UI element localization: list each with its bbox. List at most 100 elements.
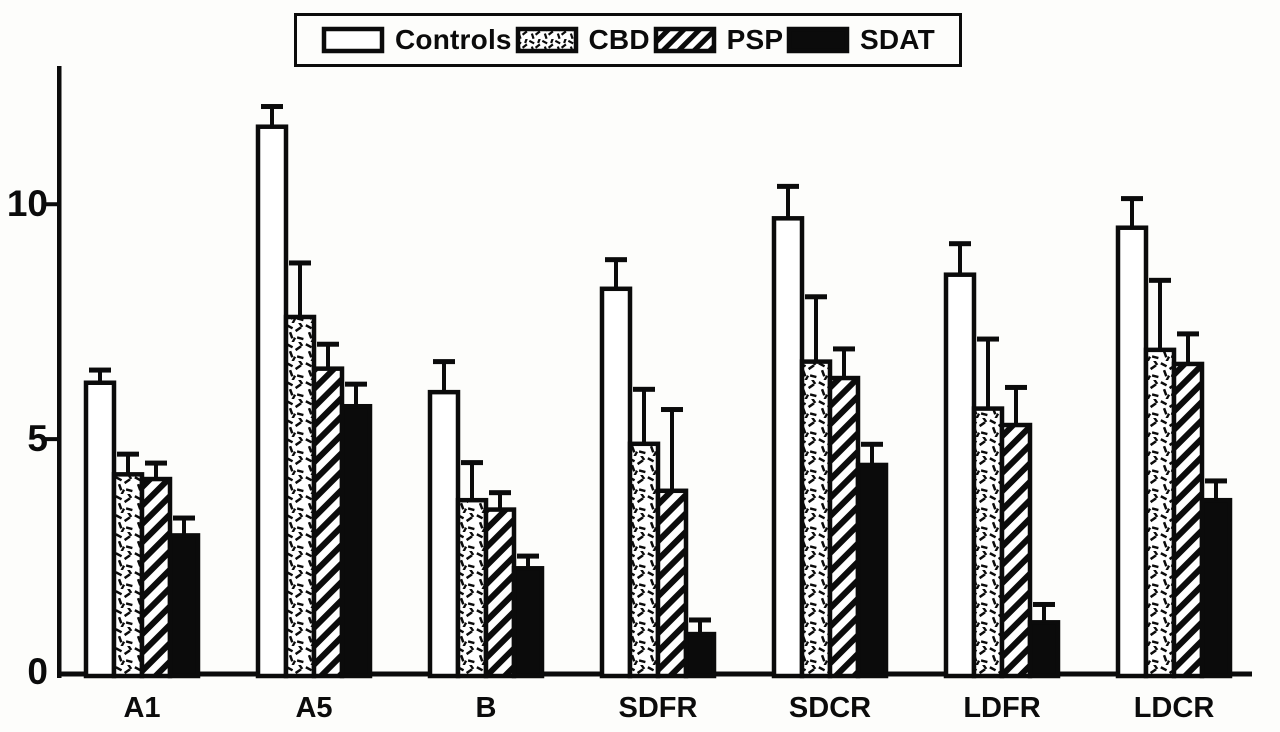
legend-item-psp: PSP — [653, 24, 784, 56]
bar-LDCR-CBD-pattern — [1146, 349, 1174, 676]
controls-swatch-icon — [321, 26, 385, 54]
y-tick-label: 10 — [7, 183, 48, 224]
legend-item-sdat: SDAT — [786, 24, 935, 56]
bar-LDCR-CBD-error-cap — [1149, 277, 1171, 283]
bar-SDFR-CBD-error-line — [642, 389, 646, 444]
bar-A5-Controls-error-cap — [261, 104, 283, 110]
bar-B-SDAT-error-cap — [517, 553, 539, 559]
bar-A5-SDAT-error-line — [354, 384, 358, 407]
bar-LDFR-PSP-error-line — [1014, 387, 1018, 426]
bar-SDCR-CBD-error-line — [814, 296, 818, 362]
bar-LDFR-SDAT-error-cap — [1033, 601, 1055, 607]
bar-SDCR-CBD-pattern — [802, 361, 830, 676]
bar-A1-Controls-error-line — [98, 370, 102, 383]
cbd-swatch-icon — [515, 26, 578, 54]
bar-A5-PSP-error-cap — [317, 341, 339, 347]
bar-A1-CBD-error-line — [126, 454, 130, 475]
bar-SDFR-CBD-error-cap — [633, 386, 655, 392]
bar-LDCR-PSP-pattern — [1174, 363, 1202, 676]
bar-LDCR-CBD-error-line — [1158, 280, 1162, 350]
bar-B-PSP-error-line — [498, 492, 502, 510]
bar-A1-Controls-error-cap — [89, 367, 111, 373]
bar-LDFR-CBD-pattern — [974, 408, 1002, 676]
bar-B-Controls-error-cap — [433, 359, 455, 365]
legend-item-controls: Controls — [321, 24, 512, 56]
bar-SDCR-PSP-pattern — [830, 378, 858, 676]
bar-A5-Controls — [258, 126, 286, 676]
bar-B-PSP-pattern — [486, 509, 514, 676]
bar-B-SDAT — [514, 568, 542, 676]
bar-SDFR-CBD-pattern — [630, 443, 658, 676]
bar-SDFR-SDAT-error-line — [698, 619, 702, 635]
bar-SDCR-SDAT-error-line — [870, 444, 874, 465]
legend: Controls CBD — [294, 13, 962, 67]
legend-label-cbd: CBD — [588, 24, 650, 55]
bar-SDFR-Controls-error-line — [614, 259, 618, 289]
bar-A1-PSP-error-cap — [145, 460, 167, 466]
bar-LDFR-PSP-error-cap — [1005, 384, 1027, 390]
x-category-label: A5 — [295, 692, 332, 724]
bar-SDFR-SDAT-error-cap — [689, 617, 711, 623]
x-category-label: LDFR — [963, 692, 1040, 724]
bar-LDFR-Controls-error-cap — [949, 241, 971, 247]
bar-B-CBD-pattern — [458, 500, 486, 676]
bar-A5-SDAT — [342, 406, 370, 676]
y-tick-mark — [44, 437, 59, 442]
y-tick-mark — [44, 202, 59, 207]
sdat-swatch-icon — [786, 26, 850, 54]
bar-SDFR-Controls — [602, 288, 630, 676]
bar-A5-Controls-error-line — [270, 106, 274, 127]
bar-B-Controls — [430, 392, 458, 676]
bar-LDFR-Controls-error-line — [958, 243, 962, 275]
bar-LDFR-Controls — [946, 274, 974, 676]
bar-A5-SDAT-error-cap — [345, 381, 367, 387]
bar-A1-PSP-pattern — [142, 479, 170, 676]
bar-A5-CBD-error-cap — [289, 260, 311, 266]
bar-A5-CBD-pattern — [286, 316, 314, 676]
bar-B-SDAT-error-line — [526, 556, 530, 569]
x-category-label: SDFR — [619, 692, 698, 724]
bar-SDFR-PSP-error-cap — [661, 407, 683, 413]
bar-A1-SDAT-error-line — [182, 518, 186, 536]
x-category-label: A1 — [123, 692, 160, 724]
legend-label-controls: Controls — [395, 24, 512, 55]
legend-item-cbd: CBD — [515, 24, 650, 56]
bar-SDFR-PSP-pattern — [658, 490, 686, 676]
legend-label-sdat: SDAT — [860, 24, 935, 55]
bar-B-CBD-error-cap — [461, 460, 483, 466]
bar-SDCR-CBD-error-cap — [805, 294, 827, 300]
bar-A1-CBD-error-cap — [117, 451, 139, 457]
bar-A5-PSP-pattern — [314, 368, 342, 676]
bar-SDCR-PSP-error-line — [842, 348, 846, 379]
bar-LDCR-Controls-error-line — [1130, 198, 1134, 228]
legend-label-psp: PSP — [726, 24, 784, 55]
bar-LDFR-SDAT — [1030, 622, 1058, 676]
bar-LDFR-SDAT-error-line — [1042, 604, 1046, 623]
bar-LDCR-SDAT-error-line — [1214, 480, 1218, 501]
bar-B-PSP-error-cap — [489, 490, 511, 496]
bar-SDCR-Controls — [774, 218, 802, 677]
bar-LDFR-PSP-pattern — [1002, 425, 1030, 676]
bar-SDCR-SDAT — [858, 464, 886, 676]
bar-SDFR-Controls-error-cap — [605, 257, 627, 263]
y-tick-label: 5 — [27, 418, 48, 459]
bar-LDFR-CBD-error-line — [986, 339, 990, 409]
bar-A1-SDAT-error-cap — [173, 515, 195, 521]
bar-SDCR-PSP-error-cap — [833, 346, 855, 352]
y-axis-line — [57, 66, 62, 678]
x-category-label: LDCR — [1134, 692, 1215, 724]
bar-A5-PSP-error-line — [326, 344, 330, 369]
bar-LDCR-PSP-error-cap — [1177, 331, 1199, 337]
bar-LDCR-Controls — [1118, 227, 1146, 676]
bar-A1-CBD-pattern — [114, 474, 142, 676]
bar-B-CBD-error-line — [470, 462, 474, 501]
bar-B-Controls-error-line — [442, 361, 446, 393]
bar-A1-Controls — [86, 382, 114, 676]
y-tick-label: 0 — [27, 651, 48, 692]
bar-LDCR-SDAT — [1202, 500, 1230, 676]
bar-A5-CBD-error-line — [298, 262, 302, 317]
bar-SDCR-Controls-error-cap — [777, 183, 799, 189]
